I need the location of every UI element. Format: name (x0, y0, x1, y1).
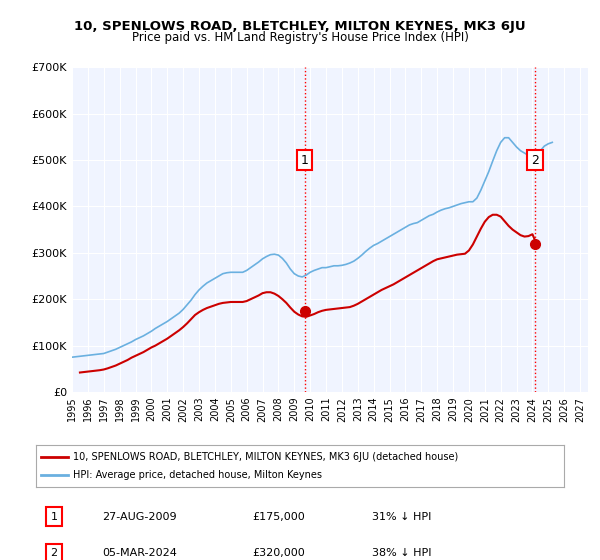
Text: HPI: Average price, detached house, Milton Keynes: HPI: Average price, detached house, Milt… (73, 470, 322, 480)
Text: 31% ↓ HPI: 31% ↓ HPI (372, 512, 431, 521)
Text: 10, SPENLOWS ROAD, BLETCHLEY, MILTON KEYNES, MK3 6JU (detached house): 10, SPENLOWS ROAD, BLETCHLEY, MILTON KEY… (73, 452, 458, 462)
Text: Price paid vs. HM Land Registry's House Price Index (HPI): Price paid vs. HM Land Registry's House … (131, 31, 469, 44)
Text: 27-AUG-2009: 27-AUG-2009 (102, 512, 176, 521)
Text: 10, SPENLOWS ROAD, BLETCHLEY, MILTON KEYNES, MK3 6JU: 10, SPENLOWS ROAD, BLETCHLEY, MILTON KEY… (74, 20, 526, 32)
Text: 2: 2 (50, 548, 58, 558)
Text: 05-MAR-2024: 05-MAR-2024 (102, 548, 177, 558)
Text: 2: 2 (531, 153, 539, 166)
Text: 1: 1 (301, 153, 308, 166)
Text: 1: 1 (50, 512, 58, 521)
Text: £320,000: £320,000 (252, 548, 305, 558)
Text: £175,000: £175,000 (252, 512, 305, 521)
Text: 38% ↓ HPI: 38% ↓ HPI (372, 548, 431, 558)
